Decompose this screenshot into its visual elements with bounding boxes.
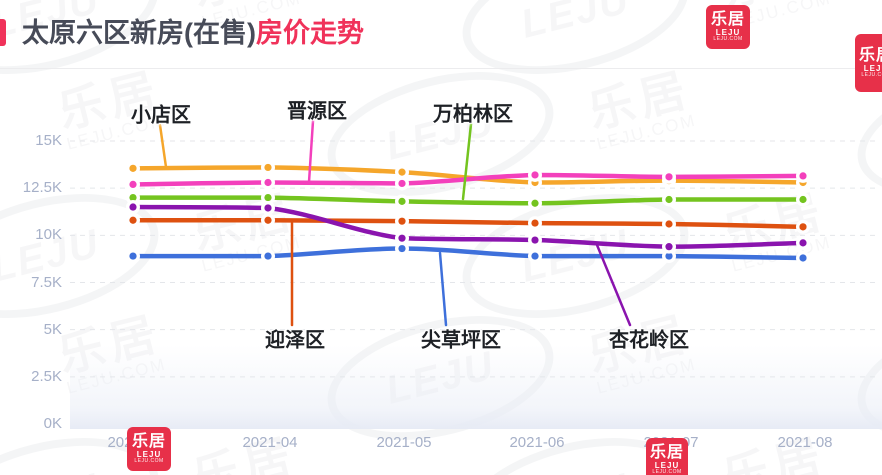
series-point-0[interactable] bbox=[398, 168, 406, 176]
series-point-2[interactable] bbox=[129, 194, 137, 202]
callout-leader-line bbox=[307, 119, 315, 184]
x-axis-tick-label: 2021-06 bbox=[509, 434, 565, 451]
series-callout-label-2: 万柏林区 bbox=[433, 103, 513, 126]
series-point-4[interactable] bbox=[129, 252, 137, 260]
plot-bottom-band bbox=[70, 345, 882, 429]
stamp-cn-text: 乐居 bbox=[649, 443, 684, 461]
callout-leader-line bbox=[158, 123, 168, 169]
series-callout-label-1: 晋源区 bbox=[287, 100, 347, 123]
series-callout-label-4: 尖草坪区 bbox=[421, 329, 501, 352]
series-point-4[interactable] bbox=[665, 252, 673, 260]
series-point-5[interactable] bbox=[531, 236, 539, 244]
series-point-3[interactable] bbox=[531, 219, 539, 227]
series-point-4[interactable] bbox=[264, 252, 272, 260]
series-point-2[interactable] bbox=[264, 194, 272, 202]
series-point-1[interactable] bbox=[264, 178, 272, 187]
series-point-3[interactable] bbox=[398, 217, 406, 225]
stamp-logo-text: LEJU bbox=[136, 449, 162, 459]
y-axis-tick-label: 10K bbox=[35, 226, 62, 244]
x-axis-tick-label: 2021-05 bbox=[376, 434, 432, 451]
series-line-1[interactable] bbox=[130, 172, 806, 187]
stamp-logo-text: LEJU bbox=[715, 27, 741, 37]
series-line-4[interactable] bbox=[130, 246, 806, 261]
series-line-3[interactable] bbox=[130, 217, 806, 230]
series-point-5[interactable] bbox=[665, 243, 673, 251]
series-point-4[interactable] bbox=[531, 252, 539, 260]
page-title-accent: 房价走势 bbox=[255, 18, 364, 48]
y-axis-tick-label: 5K bbox=[43, 320, 62, 338]
series-point-5[interactable] bbox=[799, 239, 807, 247]
stamp-logo-text: LEJU bbox=[654, 460, 680, 470]
series-point-3[interactable] bbox=[799, 223, 807, 231]
callout-leader-line bbox=[438, 251, 448, 327]
series-point-1[interactable] bbox=[799, 172, 807, 180]
series-point-5[interactable] bbox=[264, 204, 272, 212]
series-callout-label-0: 小店区 bbox=[131, 104, 191, 127]
series-line-5[interactable] bbox=[130, 204, 806, 249]
series-point-3[interactable] bbox=[129, 216, 137, 224]
x-axis-tick-label: 2021-04 bbox=[242, 434, 298, 451]
y-axis-tick-label: 15K bbox=[35, 132, 62, 149]
stamp-cn-text: 乐居 bbox=[131, 432, 166, 450]
callout-leader-line bbox=[461, 122, 473, 201]
y-axis-tick-label: 7.5K bbox=[31, 273, 62, 291]
page-title: 太原六区新房(在售)房价走势 bbox=[22, 14, 364, 52]
stamp-site-text: LEJU.COM bbox=[652, 468, 682, 475]
series-point-5[interactable] bbox=[398, 234, 406, 242]
series-point-1[interactable] bbox=[129, 180, 137, 188]
series-point-0[interactable] bbox=[129, 164, 137, 172]
stamp-logo-text: LEJU bbox=[863, 63, 882, 73]
y-axis-tick-label: 12.5K bbox=[22, 179, 62, 197]
stamp-site-text: LEJU.COM bbox=[713, 35, 743, 42]
series-callout-label-3: 迎泽区 bbox=[265, 329, 325, 352]
stamp-site-text: LEJU.COM bbox=[134, 457, 164, 464]
callout-leader-line bbox=[595, 243, 632, 327]
series-point-2[interactable] bbox=[398, 197, 406, 205]
series-point-0[interactable] bbox=[264, 163, 272, 172]
stamp-cn-text: 乐居 bbox=[858, 46, 882, 64]
stamp-cn-text: 乐居 bbox=[710, 10, 745, 28]
page-title-main: 太原六区新房(在售) bbox=[22, 18, 256, 48]
stamp-site-text: LEJU.COM bbox=[861, 71, 882, 78]
x-axis-tick-label: 2021-08 bbox=[777, 434, 833, 451]
series-point-1[interactable] bbox=[665, 173, 673, 181]
series-point-4[interactable] bbox=[398, 244, 406, 253]
y-axis-tick-label: 2.5K bbox=[31, 367, 62, 385]
series-point-1[interactable] bbox=[531, 171, 539, 179]
series-callout-label-5: 杏花岭区 bbox=[609, 329, 689, 352]
series-point-2[interactable] bbox=[531, 199, 539, 207]
series-point-2[interactable] bbox=[799, 195, 807, 204]
header-divider bbox=[0, 68, 882, 69]
y-axis-tick-label: 0K bbox=[43, 415, 62, 432]
series-line-2[interactable] bbox=[130, 195, 806, 206]
series-point-4[interactable] bbox=[799, 254, 807, 262]
header: 太原六区新房(在售)房价走势 bbox=[0, 0, 882, 69]
series-point-3[interactable] bbox=[264, 216, 272, 224]
title-marker-bar bbox=[0, 19, 6, 46]
series-point-2[interactable] bbox=[665, 195, 673, 204]
series-point-1[interactable] bbox=[398, 179, 406, 188]
series-point-3[interactable] bbox=[665, 220, 673, 228]
series-point-5[interactable] bbox=[129, 203, 137, 211]
